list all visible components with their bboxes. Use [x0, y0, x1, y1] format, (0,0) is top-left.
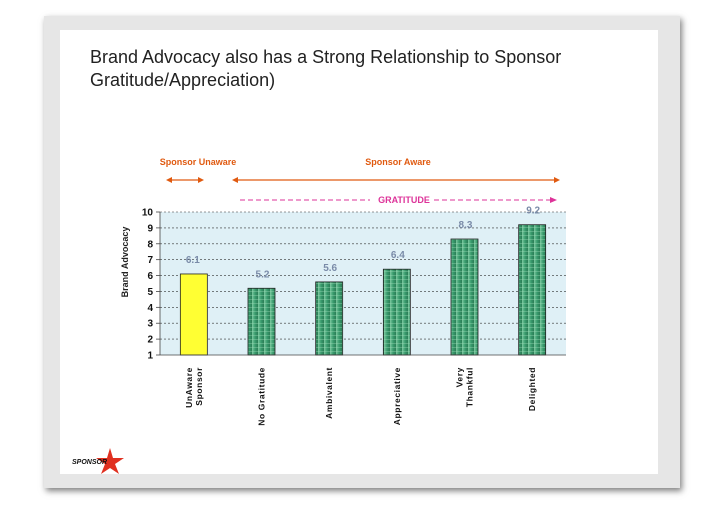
y-tick-label: 8 — [147, 239, 153, 250]
aware-arrow — [232, 177, 560, 183]
bar-0 — [179, 273, 208, 356]
sponsor-unaware-label: Sponsor Unaware — [160, 157, 237, 167]
value-label: 5.2 — [256, 269, 270, 280]
x-tick-label: UnAware — [184, 367, 194, 408]
sponsor-logo: SPONSOR — [72, 448, 124, 474]
y-axis-label: Brand Advocacy — [120, 227, 130, 298]
value-label: 9.2 — [526, 206, 540, 217]
unaware-arrow — [166, 177, 204, 183]
x-tick-label: Very — [455, 367, 465, 387]
x-tick-label: Sponsor — [194, 367, 204, 406]
gratitude-arrow — [240, 197, 557, 203]
x-tick-label: Thankful — [465, 367, 475, 407]
bar-2 — [315, 281, 344, 356]
value-labels: 6.1 5.2 5.6 6.4 8.3 9.2 — [186, 206, 541, 281]
bar-5 — [518, 224, 547, 356]
value-label: 8.3 — [459, 220, 473, 231]
y-tick-label: 2 — [147, 335, 153, 346]
y-tick-label: 3 — [147, 319, 153, 330]
y-tick-label: 4 — [147, 303, 153, 314]
plot-area — [160, 212, 566, 355]
logo-star-icon — [96, 448, 124, 474]
bar-4 — [450, 238, 479, 356]
x-tick-label: Delighted — [527, 367, 537, 411]
y-tick-label: 5 — [147, 287, 153, 298]
bar-3 — [382, 268, 411, 356]
x-axis-labels: UnAware Sponsor No Gratitude Ambivalent Appr… — [184, 367, 537, 426]
value-label: 6.1 — [186, 255, 200, 266]
y-tick-label: 9 — [147, 223, 153, 234]
x-tick-label: No Gratitude — [257, 367, 267, 426]
bars — [179, 224, 547, 356]
gratitude-label: GRATITUDE — [378, 195, 430, 205]
value-label: 5.6 — [323, 263, 337, 274]
y-tick-label: 1 — [147, 351, 153, 362]
bar-1 — [247, 287, 276, 356]
x-tick-label: Appreciative — [392, 367, 402, 425]
slide-title: Brand Advocacy also has a Strong Relatio… — [90, 47, 562, 90]
y-axis-ticks: 1 2 3 4 5 6 7 8 9 10 — [142, 208, 160, 362]
logo-text: SPONSOR — [72, 459, 107, 466]
sponsor-aware-label: Sponsor Aware — [365, 157, 431, 167]
y-tick-label: 6 — [147, 271, 153, 282]
x-tick-label: Ambivalent — [324, 367, 334, 419]
y-tick-label: 7 — [147, 255, 153, 266]
value-label: 6.4 — [391, 250, 405, 261]
y-tick-label: 10 — [142, 208, 154, 219]
